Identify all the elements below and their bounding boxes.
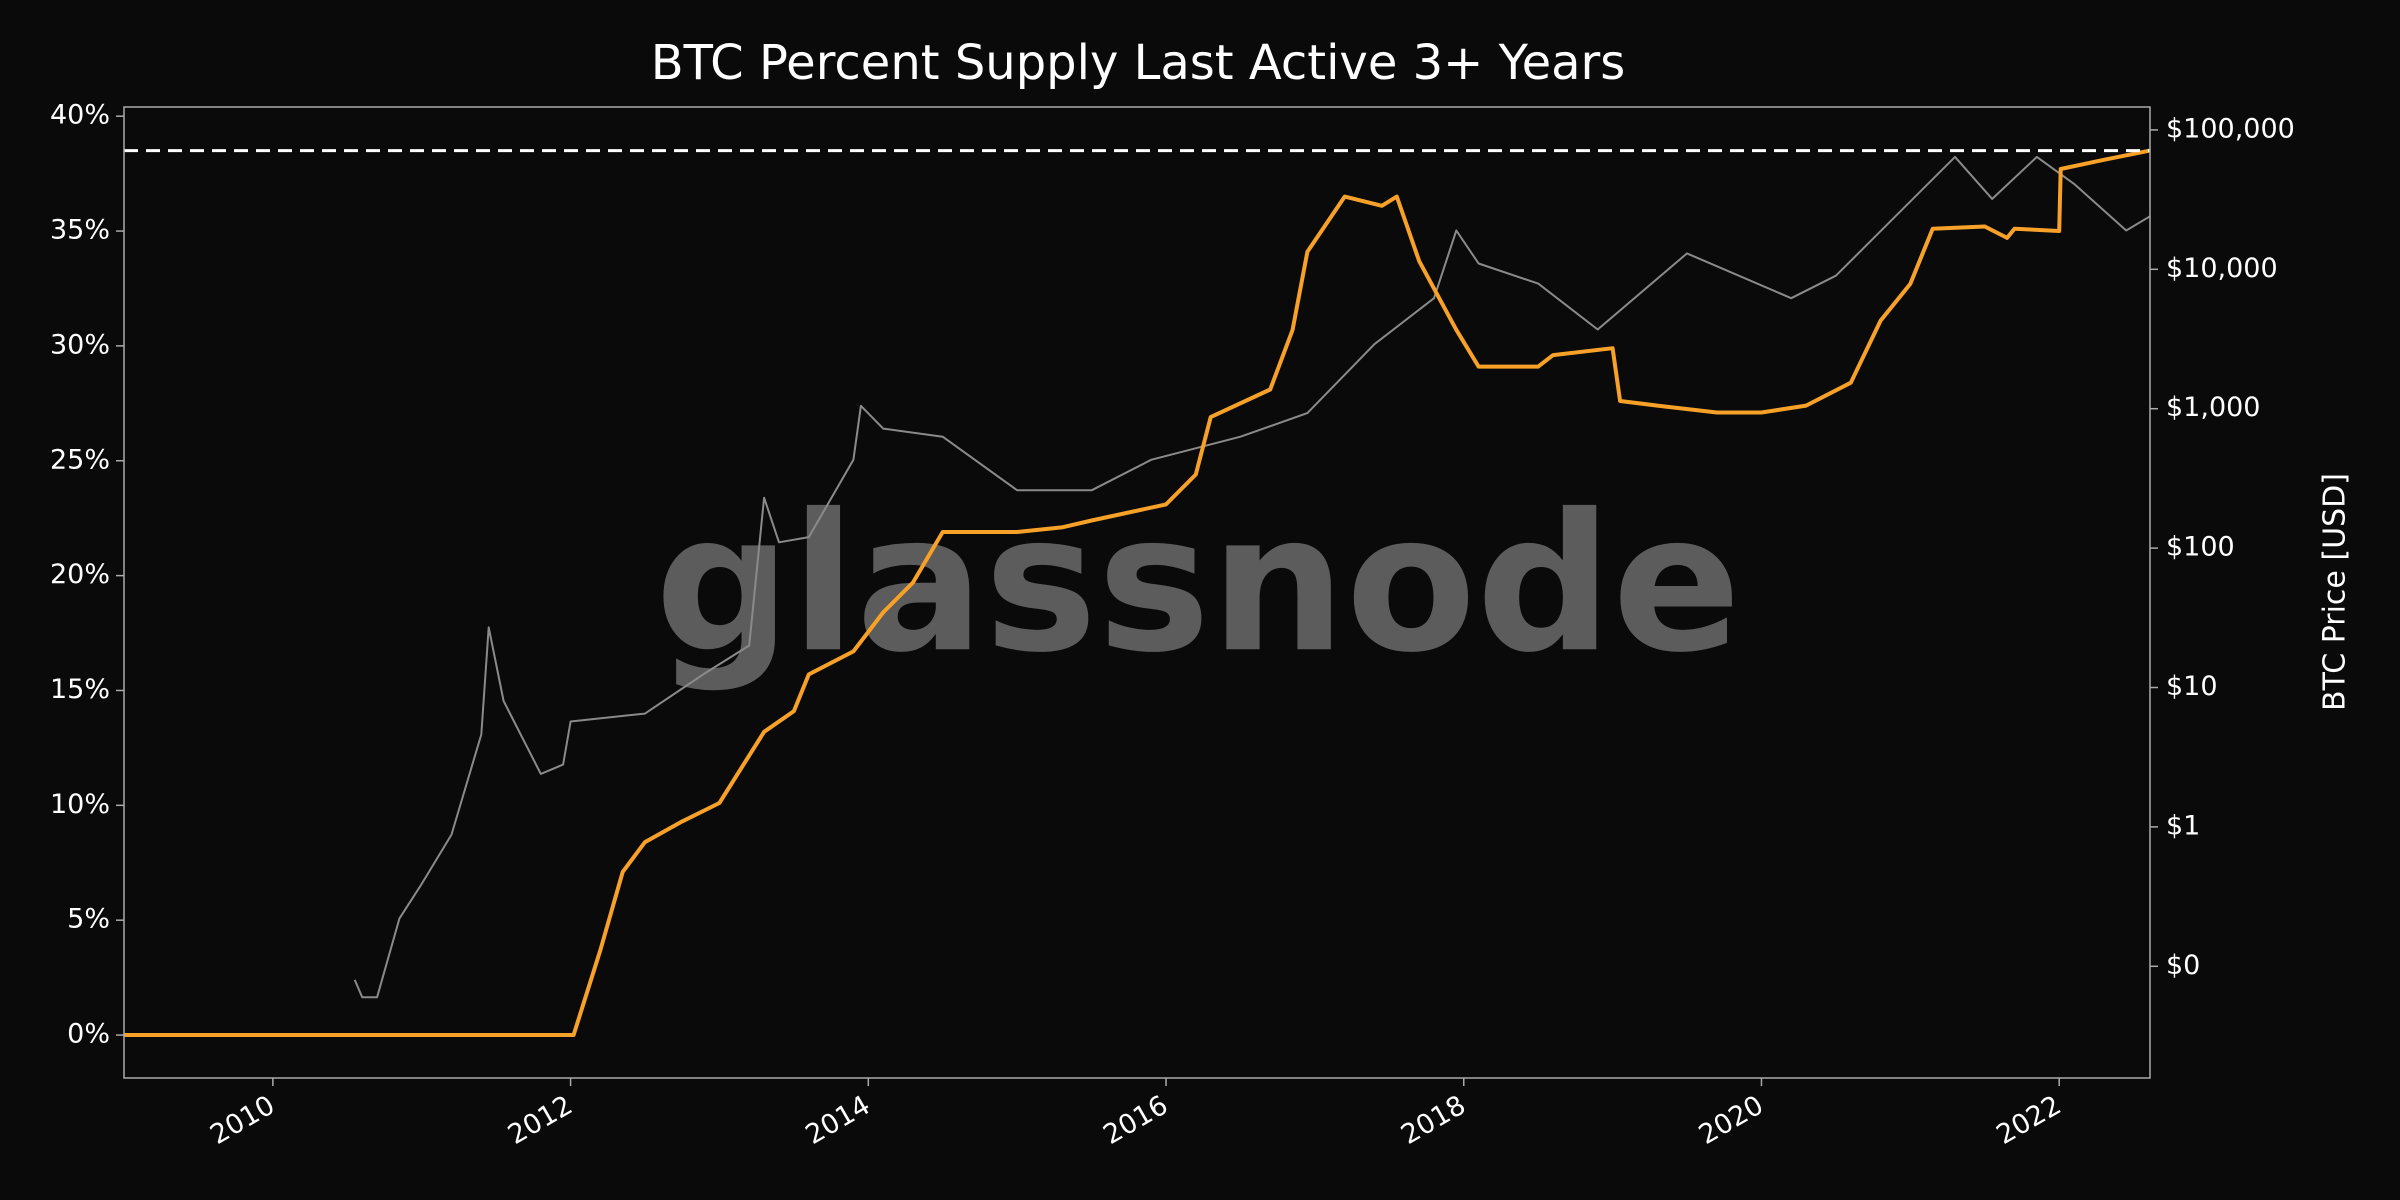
series-line [353, 155, 2151, 999]
chart-title: BTC Percent Supply Last Active 3+ Years [651, 35, 1626, 91]
series-line [124, 148, 2151, 1037]
watermark: glassnode [655, 473, 1741, 694]
y2-axis-label: BTC Price [USD] [2318, 473, 2353, 711]
y-tick-label: 25% [50, 444, 110, 475]
y2-tick-label: $1 [2166, 810, 2200, 841]
y-tick-label: 20% [50, 559, 110, 590]
y-tick-label: 35% [50, 215, 110, 246]
y-tick-label: 5% [67, 904, 110, 935]
y2-tick-label: $100,000 [2166, 113, 2295, 144]
y-tick-label: 40% [50, 100, 110, 131]
y-tick-label: 0% [67, 1019, 110, 1050]
y2-tick-label: $10,000 [2166, 253, 2278, 284]
y-tick-label: 15% [50, 674, 110, 705]
y-tick-label: 30% [50, 329, 110, 360]
y2-tick-label: $10 [2166, 671, 2218, 702]
y2-tick-label: $100 [2166, 532, 2235, 563]
plot-frame [123, 106, 2151, 1079]
y2-tick-label: $0 [2166, 950, 2200, 981]
y2-tick-label: $1,000 [2166, 392, 2260, 423]
y-tick-label: 10% [50, 789, 110, 820]
